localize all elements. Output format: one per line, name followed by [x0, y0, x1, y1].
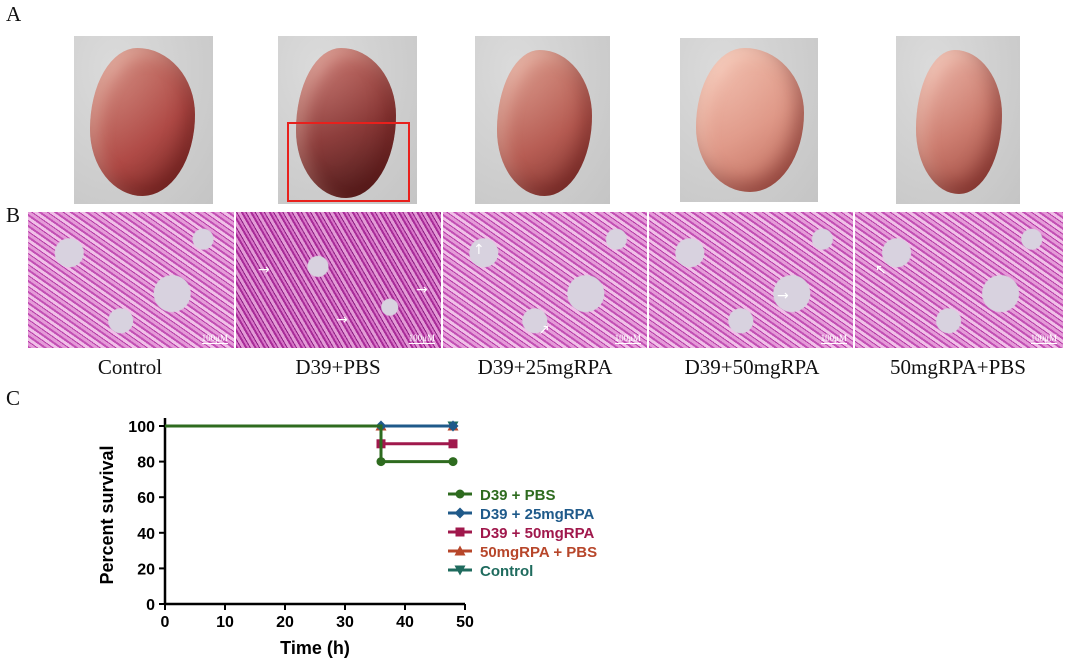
arrow-icon: →: [416, 282, 428, 298]
histology-d39-25mgrpa: ↑ ↗ 100μM: [443, 212, 649, 348]
arrow-icon: →: [336, 312, 348, 328]
panel-letter-a: A: [6, 2, 22, 26]
legend-marker: [454, 565, 466, 576]
x-tick-label: 0: [161, 614, 170, 631]
lung-photo-control: [74, 36, 213, 204]
series-point: [376, 457, 386, 467]
legend-entry: D39 + 50mgRPA: [480, 525, 595, 542]
group-label-d39-50mgrpa: D39+50mgRPA: [684, 355, 820, 379]
y-tick-label: 0: [146, 597, 155, 614]
series-point: [447, 420, 459, 432]
histology-50mgrpa-pbs: ↖ 100μM: [855, 212, 1065, 348]
group-label-control: Control: [97, 355, 163, 379]
legend-entry: Control: [480, 563, 533, 580]
legend-entry: 50mgRPA + PBS: [480, 544, 597, 561]
lung-photo-50mgrpa-pbs: [896, 36, 1020, 204]
arrow-icon: ↖: [875, 262, 887, 278]
y-tick-label: 60: [137, 490, 155, 507]
x-axis-label: Time (h): [280, 638, 350, 658]
y-tick-label: 40: [137, 526, 155, 543]
legend-marker: [454, 545, 466, 556]
scale-bar-label: 100μM: [820, 333, 847, 344]
group-label-d39-pbs: D39+PBS: [295, 355, 381, 379]
x-tick-label: 40: [396, 614, 414, 631]
y-tick-label: 80: [137, 455, 155, 472]
panel-letter-c: C: [6, 386, 21, 410]
series-line: [165, 424, 453, 446]
series-point: [448, 439, 458, 449]
legend-entry: D39 + PBS: [480, 487, 555, 504]
group-label-d39-25mgrpa: D39+25mgRPA: [477, 355, 613, 379]
series-line: [165, 424, 453, 464]
x-tick-label: 50: [456, 614, 474, 631]
arrow-icon: →: [258, 262, 270, 278]
histology-d39-pbs: → → → 100μM: [236, 212, 443, 348]
lung-photo-d39-50mgrpa: [680, 38, 818, 202]
scale-bar-label: 100μM: [408, 333, 435, 344]
arrow-icon: →: [777, 288, 789, 304]
arrow-icon: ↗: [538, 322, 550, 338]
scale-bar-label: 100μM: [201, 333, 228, 344]
histology-d39-50mgrpa: → 100μM: [649, 212, 855, 348]
arrow-icon: ↑: [473, 242, 485, 258]
group-label-50mgrpa-pbs: 50mgRPA+PBS: [890, 355, 1026, 379]
x-tick-label: 10: [216, 614, 234, 631]
series-point: [448, 457, 458, 467]
lung-photo-d39-pbs: [278, 36, 417, 204]
lung-photo-d39-25mgrpa: [475, 36, 610, 204]
legend-entry: D39 + 25mgRPA: [480, 506, 595, 523]
y-tick-label: 100: [128, 419, 155, 436]
legend-marker: [455, 489, 465, 499]
lesion-highlight-box: [287, 122, 410, 202]
panel-letter-b: B: [6, 203, 21, 227]
y-tick-label: 20: [137, 561, 155, 578]
histology-control: 100μM: [28, 212, 236, 348]
legend-marker: [455, 527, 465, 537]
x-tick-label: 20: [276, 614, 294, 631]
x-tick-label: 30: [336, 614, 354, 631]
legend-marker: [454, 507, 466, 519]
scale-bar-label: 100μM: [614, 333, 641, 344]
y-axis-label: Percent survival: [97, 445, 117, 584]
scale-bar-label: 100μM: [1030, 333, 1057, 344]
